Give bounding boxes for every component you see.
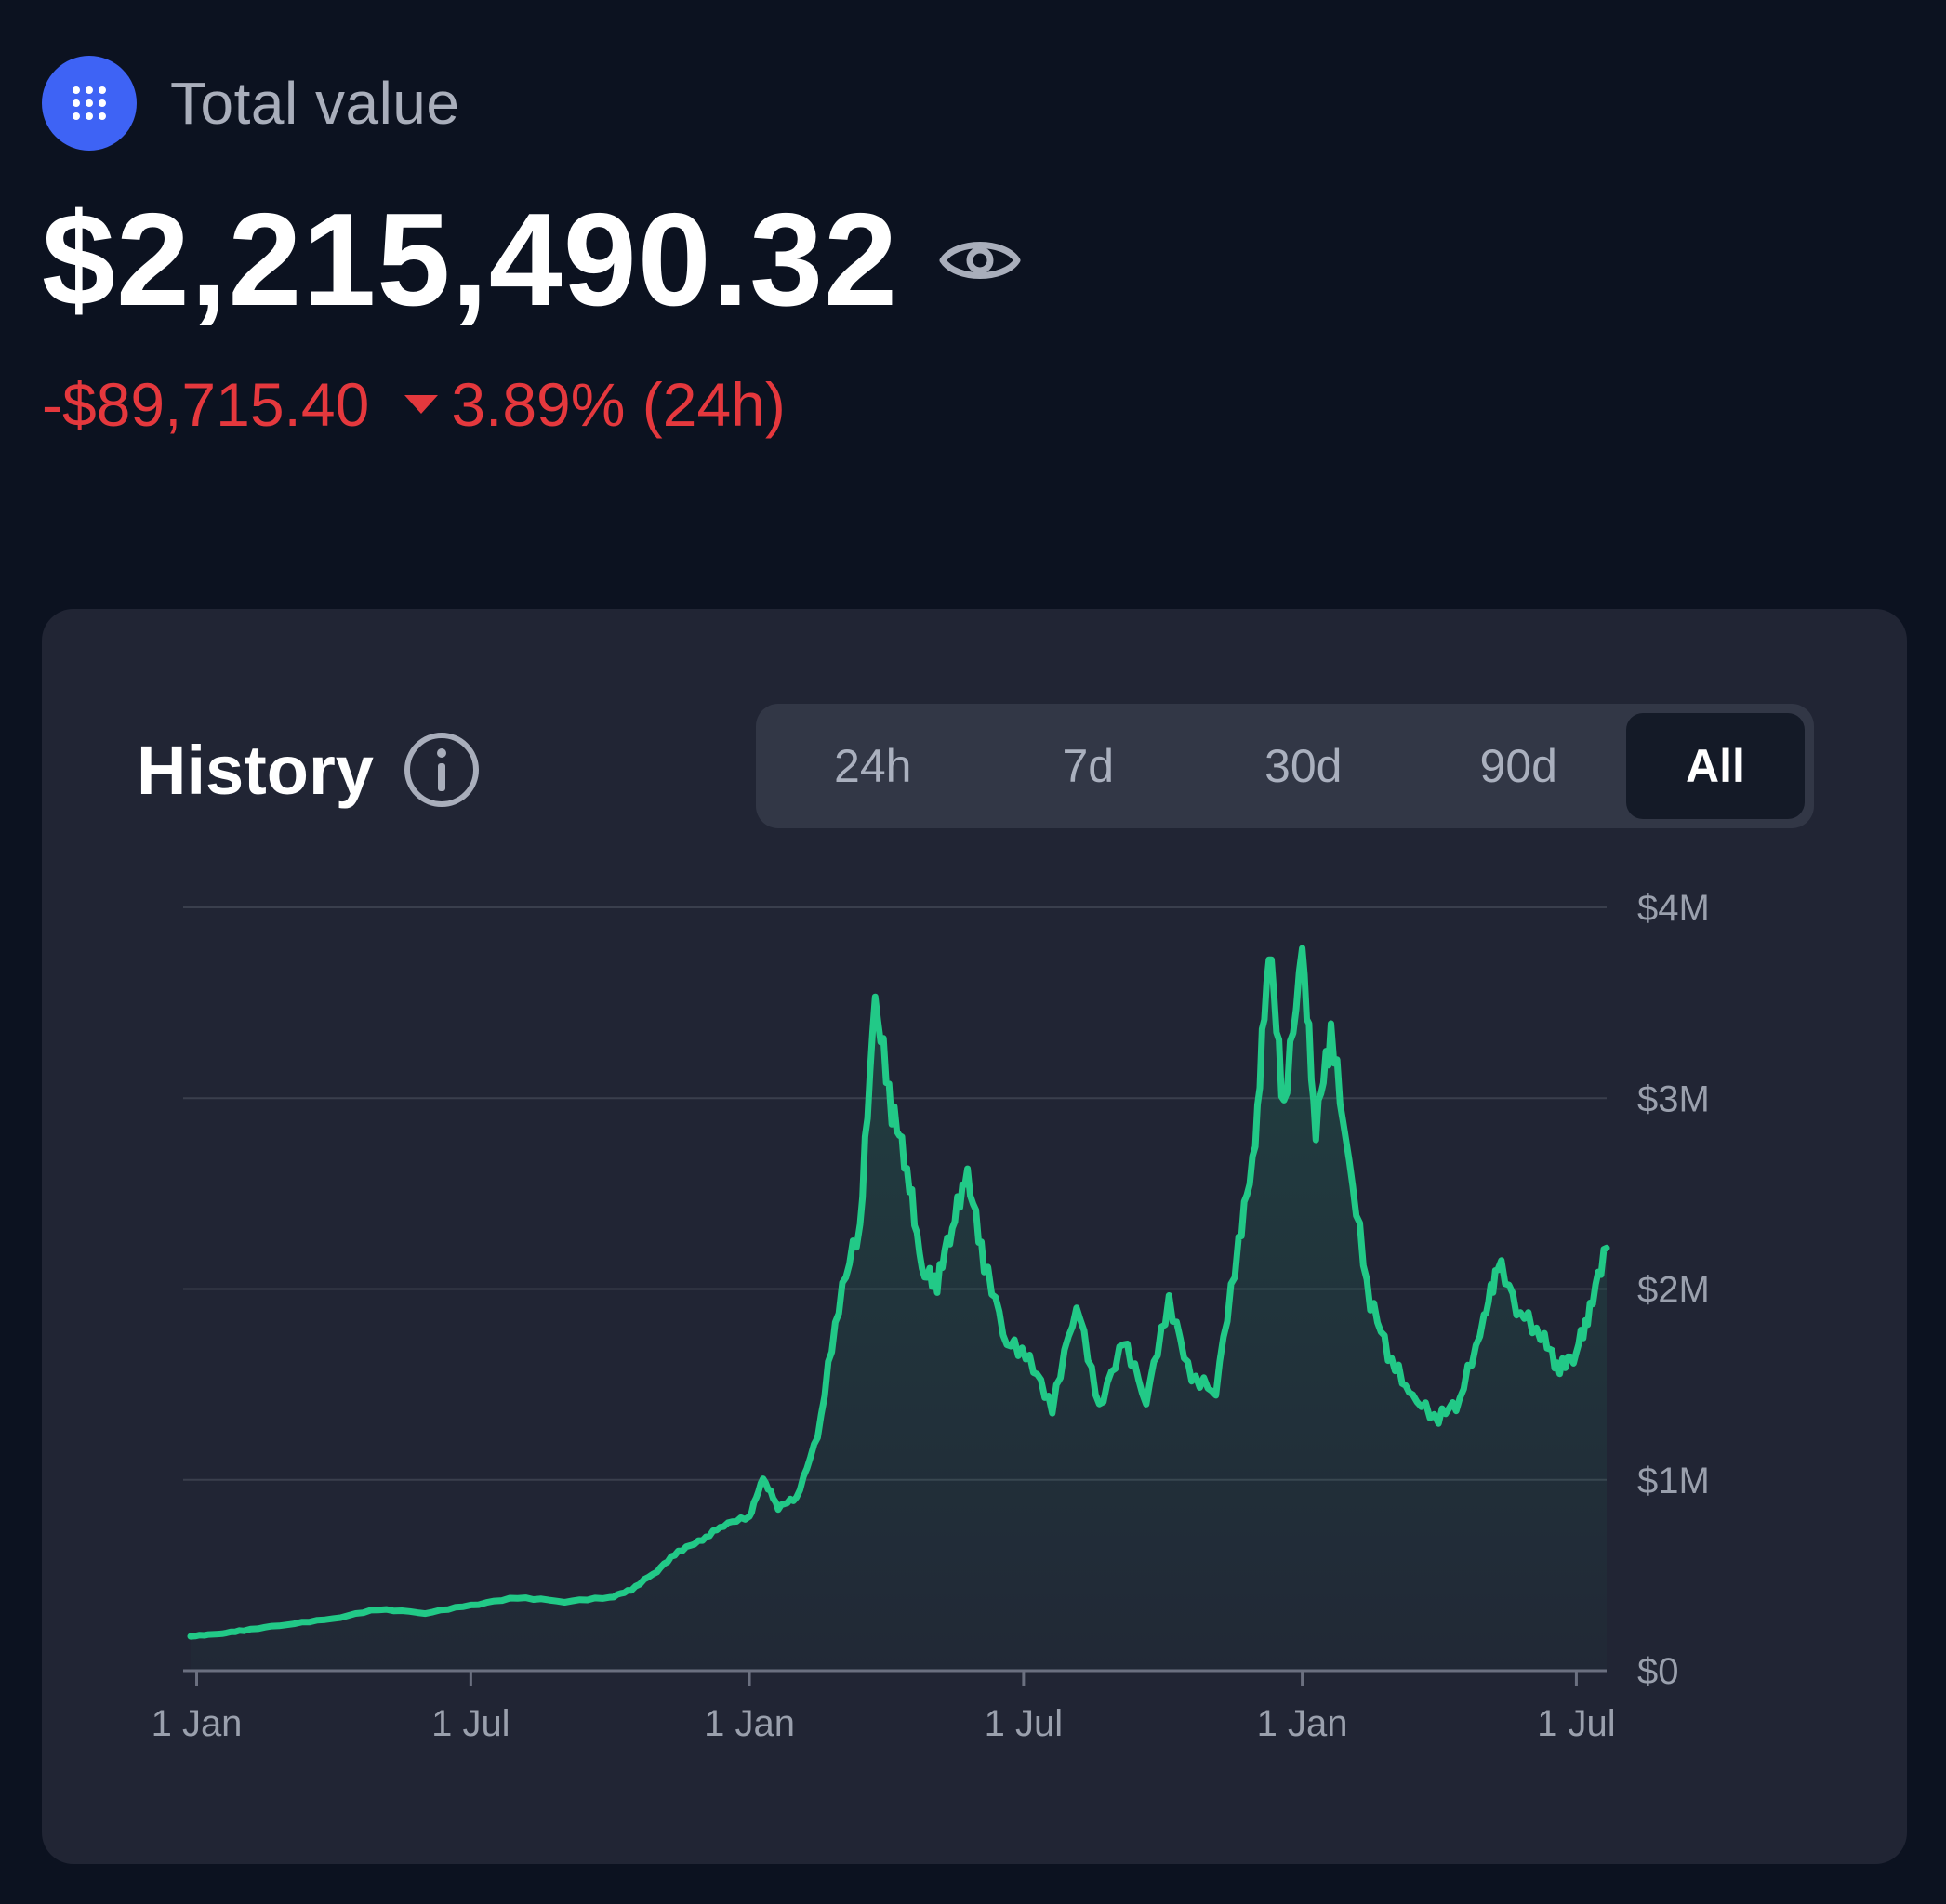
x-tick-label: 1 Jan bbox=[1257, 1703, 1348, 1744]
history-card: History 24h 7d 30d 90d All bbox=[42, 609, 1907, 1864]
x-tick-label: 1 Jul bbox=[1537, 1703, 1616, 1744]
grid-dots-icon[interactable] bbox=[42, 56, 137, 151]
history-title: History bbox=[137, 731, 374, 809]
chart-area-layer bbox=[191, 948, 1607, 1671]
chart-line-layer bbox=[187, 945, 1610, 1640]
chart-y-ticks: $0 $1M $2M $3M $4M bbox=[1637, 888, 1710, 1692]
y-tick-label: $3M bbox=[1637, 1078, 1710, 1119]
tab-7d[interactable]: 7d bbox=[1062, 740, 1115, 792]
tab-90d[interactable]: 90d bbox=[1479, 740, 1557, 792]
eye-glyph bbox=[939, 242, 1021, 279]
total-value-row: $2,215,490.32 bbox=[42, 186, 1023, 334]
info-icon[interactable] bbox=[402, 730, 482, 810]
x-tick-label: 1 Jul bbox=[985, 1703, 1064, 1744]
chart-x-ticks: 1 Jan 1 Jul 1 Jan 1 Jul 1 Jan 1 Jul bbox=[152, 1703, 1616, 1744]
history-chart: $0$1M$2M$3M$4M 1 Jan 1 Jul 1 Jan 1 Jul 1 Jan… bbox=[152, 888, 1710, 1744]
x-tick-label: 1 Jan bbox=[704, 1703, 795, 1744]
total-value-label: Total value bbox=[170, 70, 460, 137]
change-24h-row: -$89,715.40 3.89% (24h) bbox=[42, 367, 786, 442]
y-tick-label: $2M bbox=[1637, 1270, 1710, 1311]
change-percent: 3.89% (24h) bbox=[451, 370, 786, 439]
x-tick-label: 1 Jan bbox=[152, 1703, 243, 1744]
tab-24h[interactable]: 24h bbox=[834, 740, 912, 792]
y-tick-label: $1M bbox=[1637, 1461, 1710, 1501]
change-amount: -$89,715.40 bbox=[42, 370, 370, 439]
time-range-tabs: 24h 7d 30d 90d All bbox=[756, 704, 1814, 828]
tab-all[interactable]: All bbox=[1626, 713, 1805, 819]
caret-down-glyph bbox=[404, 395, 439, 414]
y-tick-label: $0 bbox=[1637, 1651, 1679, 1692]
eye-icon[interactable] bbox=[937, 231, 1023, 290]
x-tick-label: 1 Jul bbox=[431, 1703, 510, 1744]
total-value-header: Total value bbox=[42, 56, 459, 151]
chart-x-axis bbox=[183, 1669, 1607, 1686]
series-area bbox=[191, 948, 1607, 1671]
grid-dots-glyph bbox=[73, 86, 106, 120]
history-header: History bbox=[137, 719, 482, 821]
total-value-amount: $2,215,490.32 bbox=[42, 186, 899, 334]
tab-30d[interactable]: 30d bbox=[1264, 740, 1343, 792]
caret-down-icon bbox=[403, 386, 440, 423]
series-line bbox=[187, 945, 1610, 1640]
y-tick-label: $4M bbox=[1637, 888, 1710, 929]
info-glyph bbox=[404, 733, 479, 807]
